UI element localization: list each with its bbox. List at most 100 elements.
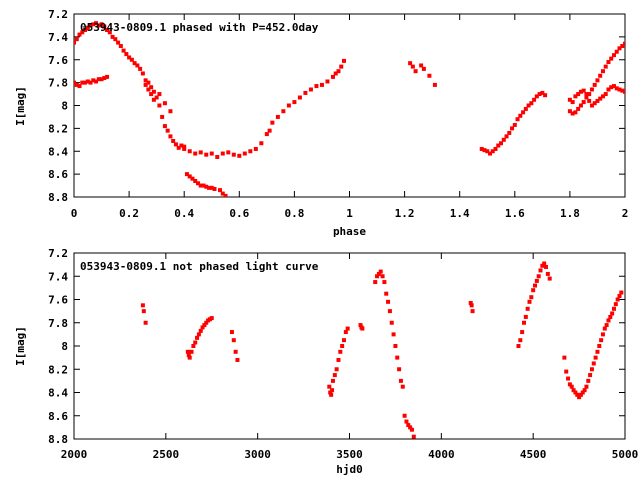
y-tick-label: 7.4: [48, 31, 68, 44]
data-point: [231, 152, 236, 157]
data-point: [319, 82, 324, 87]
data-point: [615, 297, 620, 302]
data-point: [391, 332, 396, 337]
data-point: [154, 95, 159, 100]
plot-frame: [73, 13, 626, 198]
data-point: [129, 57, 134, 62]
x-tick-label: 0: [71, 207, 78, 220]
plot-frame: [73, 252, 626, 440]
x-tick-label: 1.4: [450, 207, 470, 220]
data-point: [490, 149, 495, 154]
data-point: [146, 80, 151, 85]
chart-title: 053943-0809.1 not phased light curve: [80, 260, 319, 273]
data-point: [327, 384, 332, 389]
data-point: [187, 174, 192, 179]
data-point: [91, 78, 96, 83]
data-point: [80, 30, 85, 35]
data-point: [540, 263, 545, 268]
data-point: [496, 143, 501, 148]
data-point: [281, 109, 286, 114]
data-point: [212, 186, 217, 191]
data-point: [231, 338, 236, 343]
data-point: [584, 384, 589, 389]
data-point: [581, 88, 586, 93]
data-point: [206, 185, 211, 190]
data-point: [427, 73, 432, 78]
y-tick-label: 8.6: [48, 168, 68, 181]
data-point: [334, 367, 339, 372]
data-point: [515, 117, 520, 122]
data-point: [589, 103, 594, 108]
data-point: [209, 316, 214, 321]
data-point: [151, 97, 156, 102]
data-point: [286, 103, 291, 108]
data-point: [96, 77, 101, 82]
data-point: [507, 130, 512, 135]
data-point: [397, 367, 402, 372]
data-point: [386, 299, 391, 304]
data-point: [264, 132, 269, 137]
data-point: [603, 64, 608, 69]
y-tick-label: 7.2: [48, 247, 68, 260]
x-tick-label: 1: [346, 207, 353, 220]
data-point: [292, 100, 297, 105]
data-point: [620, 44, 625, 49]
data-point: [146, 87, 151, 92]
data-point: [387, 309, 392, 314]
data-point: [91, 22, 96, 27]
data-point: [577, 395, 582, 400]
data-point: [611, 53, 616, 58]
data-point: [94, 79, 99, 84]
data-point: [510, 126, 515, 131]
y-tick-label: 7.2: [48, 8, 68, 21]
data-point: [162, 101, 167, 106]
data-point: [567, 109, 572, 114]
data-point: [74, 80, 76, 85]
y-tick-label: 8.2: [48, 122, 68, 135]
data-point: [378, 269, 383, 274]
data-point: [99, 77, 104, 82]
data-point: [237, 153, 242, 158]
data-point: [592, 101, 597, 106]
data-point: [308, 87, 313, 92]
data-point: [576, 92, 581, 97]
data-point: [202, 323, 207, 328]
data-point: [105, 74, 110, 79]
y-tick-label: 8.4: [48, 145, 68, 158]
x-tick-label: 2500: [153, 448, 180, 461]
data-point: [564, 369, 569, 374]
data-point: [619, 290, 624, 295]
data-point: [604, 323, 609, 328]
data-point: [589, 87, 594, 92]
data-point: [516, 344, 521, 348]
data-point: [143, 78, 148, 83]
data-point: [592, 82, 597, 87]
data-point: [526, 103, 531, 108]
data-point: [520, 330, 525, 335]
y-tick-label: 8.6: [48, 410, 68, 423]
y-axis-label: I[mag]: [14, 326, 27, 366]
data-point: [151, 89, 156, 94]
data-point: [102, 76, 107, 81]
data-point: [220, 191, 225, 196]
data-point: [248, 149, 253, 154]
data-point: [140, 71, 145, 76]
unphased-light-curve-panel: 2000 2500 3000 3500 4000 4500 5000 7.2 7.4 7.6 7.8…: [14, 247, 638, 476]
data-point: [223, 193, 228, 197]
x-axis-label: phase: [333, 225, 366, 238]
data-point: [533, 283, 538, 288]
data-point: [375, 274, 380, 279]
data-point: [587, 98, 592, 103]
data-point: [198, 328, 203, 333]
data-point: [413, 69, 418, 74]
y-tick-label: 7.8: [48, 77, 68, 90]
y-tick-label: 7.8: [48, 317, 68, 330]
data-point: [518, 113, 523, 118]
data-point: [534, 278, 539, 283]
x-tick-label: 3000: [244, 448, 271, 461]
data-point: [121, 48, 126, 53]
data-point: [609, 56, 614, 61]
data-point: [373, 280, 378, 285]
data-point: [157, 92, 162, 97]
data-point: [179, 143, 184, 148]
